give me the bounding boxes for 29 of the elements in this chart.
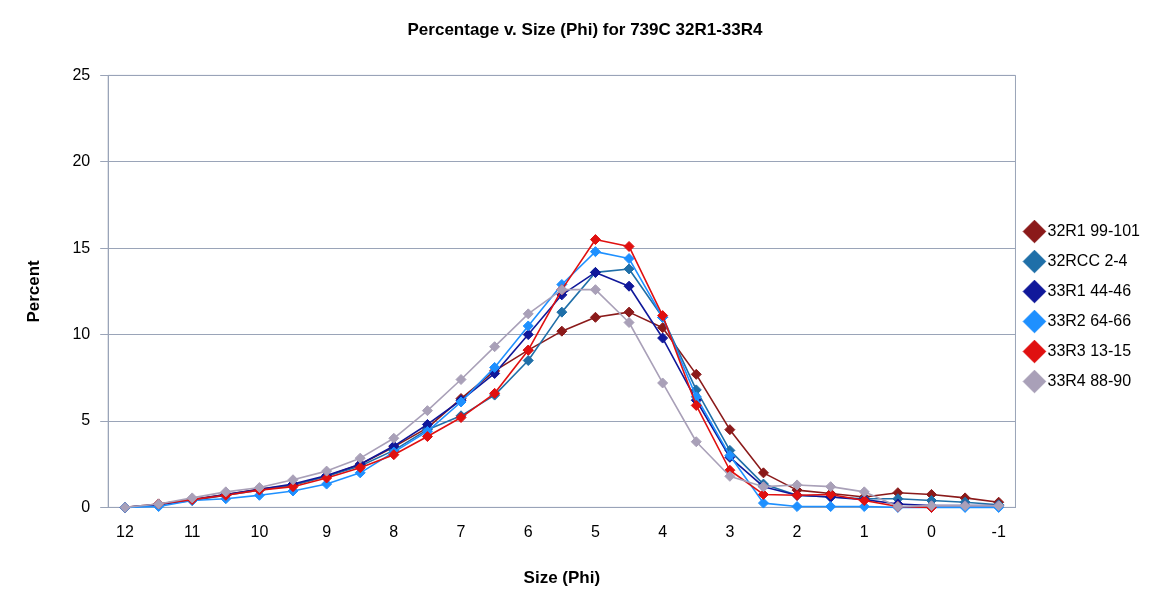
legend-label: 33R4 88-90 bbox=[1047, 371, 1132, 389]
x-tick-label: 0 bbox=[927, 523, 937, 541]
x-tick-label: 2 bbox=[792, 523, 802, 541]
x-tick-label: 9 bbox=[322, 523, 332, 541]
legend-label: 33R2 64-66 bbox=[1047, 311, 1132, 329]
chart-title: Percentage v. Size (Phi) for 739C 32R1-33R4 bbox=[407, 19, 764, 39]
y-tick-label: 20 bbox=[72, 152, 91, 170]
x-tick-label: 4 bbox=[658, 523, 668, 541]
x-tick-label: 12 bbox=[116, 523, 134, 541]
x-axis-title: Size (Phi) bbox=[523, 568, 601, 588]
legend-label: 32R1 99-101 bbox=[1047, 221, 1141, 239]
y-tick-label: 10 bbox=[72, 325, 91, 343]
y-tick-label: 0 bbox=[81, 497, 91, 515]
y-tick-label: 15 bbox=[72, 238, 91, 256]
y-tick-label: 25 bbox=[72, 65, 91, 83]
x-tick-label: 8 bbox=[389, 523, 399, 541]
x-tick-label: 1 bbox=[859, 523, 869, 541]
x-tick-label: 11 bbox=[183, 523, 201, 541]
legend-label: 33R1 44-46 bbox=[1047, 281, 1132, 299]
x-tick-label: 3 bbox=[725, 523, 735, 541]
legend-label: 33R3 13-15 bbox=[1047, 341, 1132, 359]
x-tick-label: 5 bbox=[590, 523, 600, 541]
y-axis-title: Percent bbox=[23, 259, 43, 323]
legend-label: 32RCC 2-4 bbox=[1047, 251, 1128, 269]
x-tick-label: 10 bbox=[250, 523, 269, 541]
x-tick-label: 7 bbox=[456, 523, 466, 541]
y-tick-label: 5 bbox=[81, 411, 91, 429]
x-tick-label: -1 bbox=[991, 523, 1006, 541]
x-tick-label: 6 bbox=[523, 523, 533, 541]
